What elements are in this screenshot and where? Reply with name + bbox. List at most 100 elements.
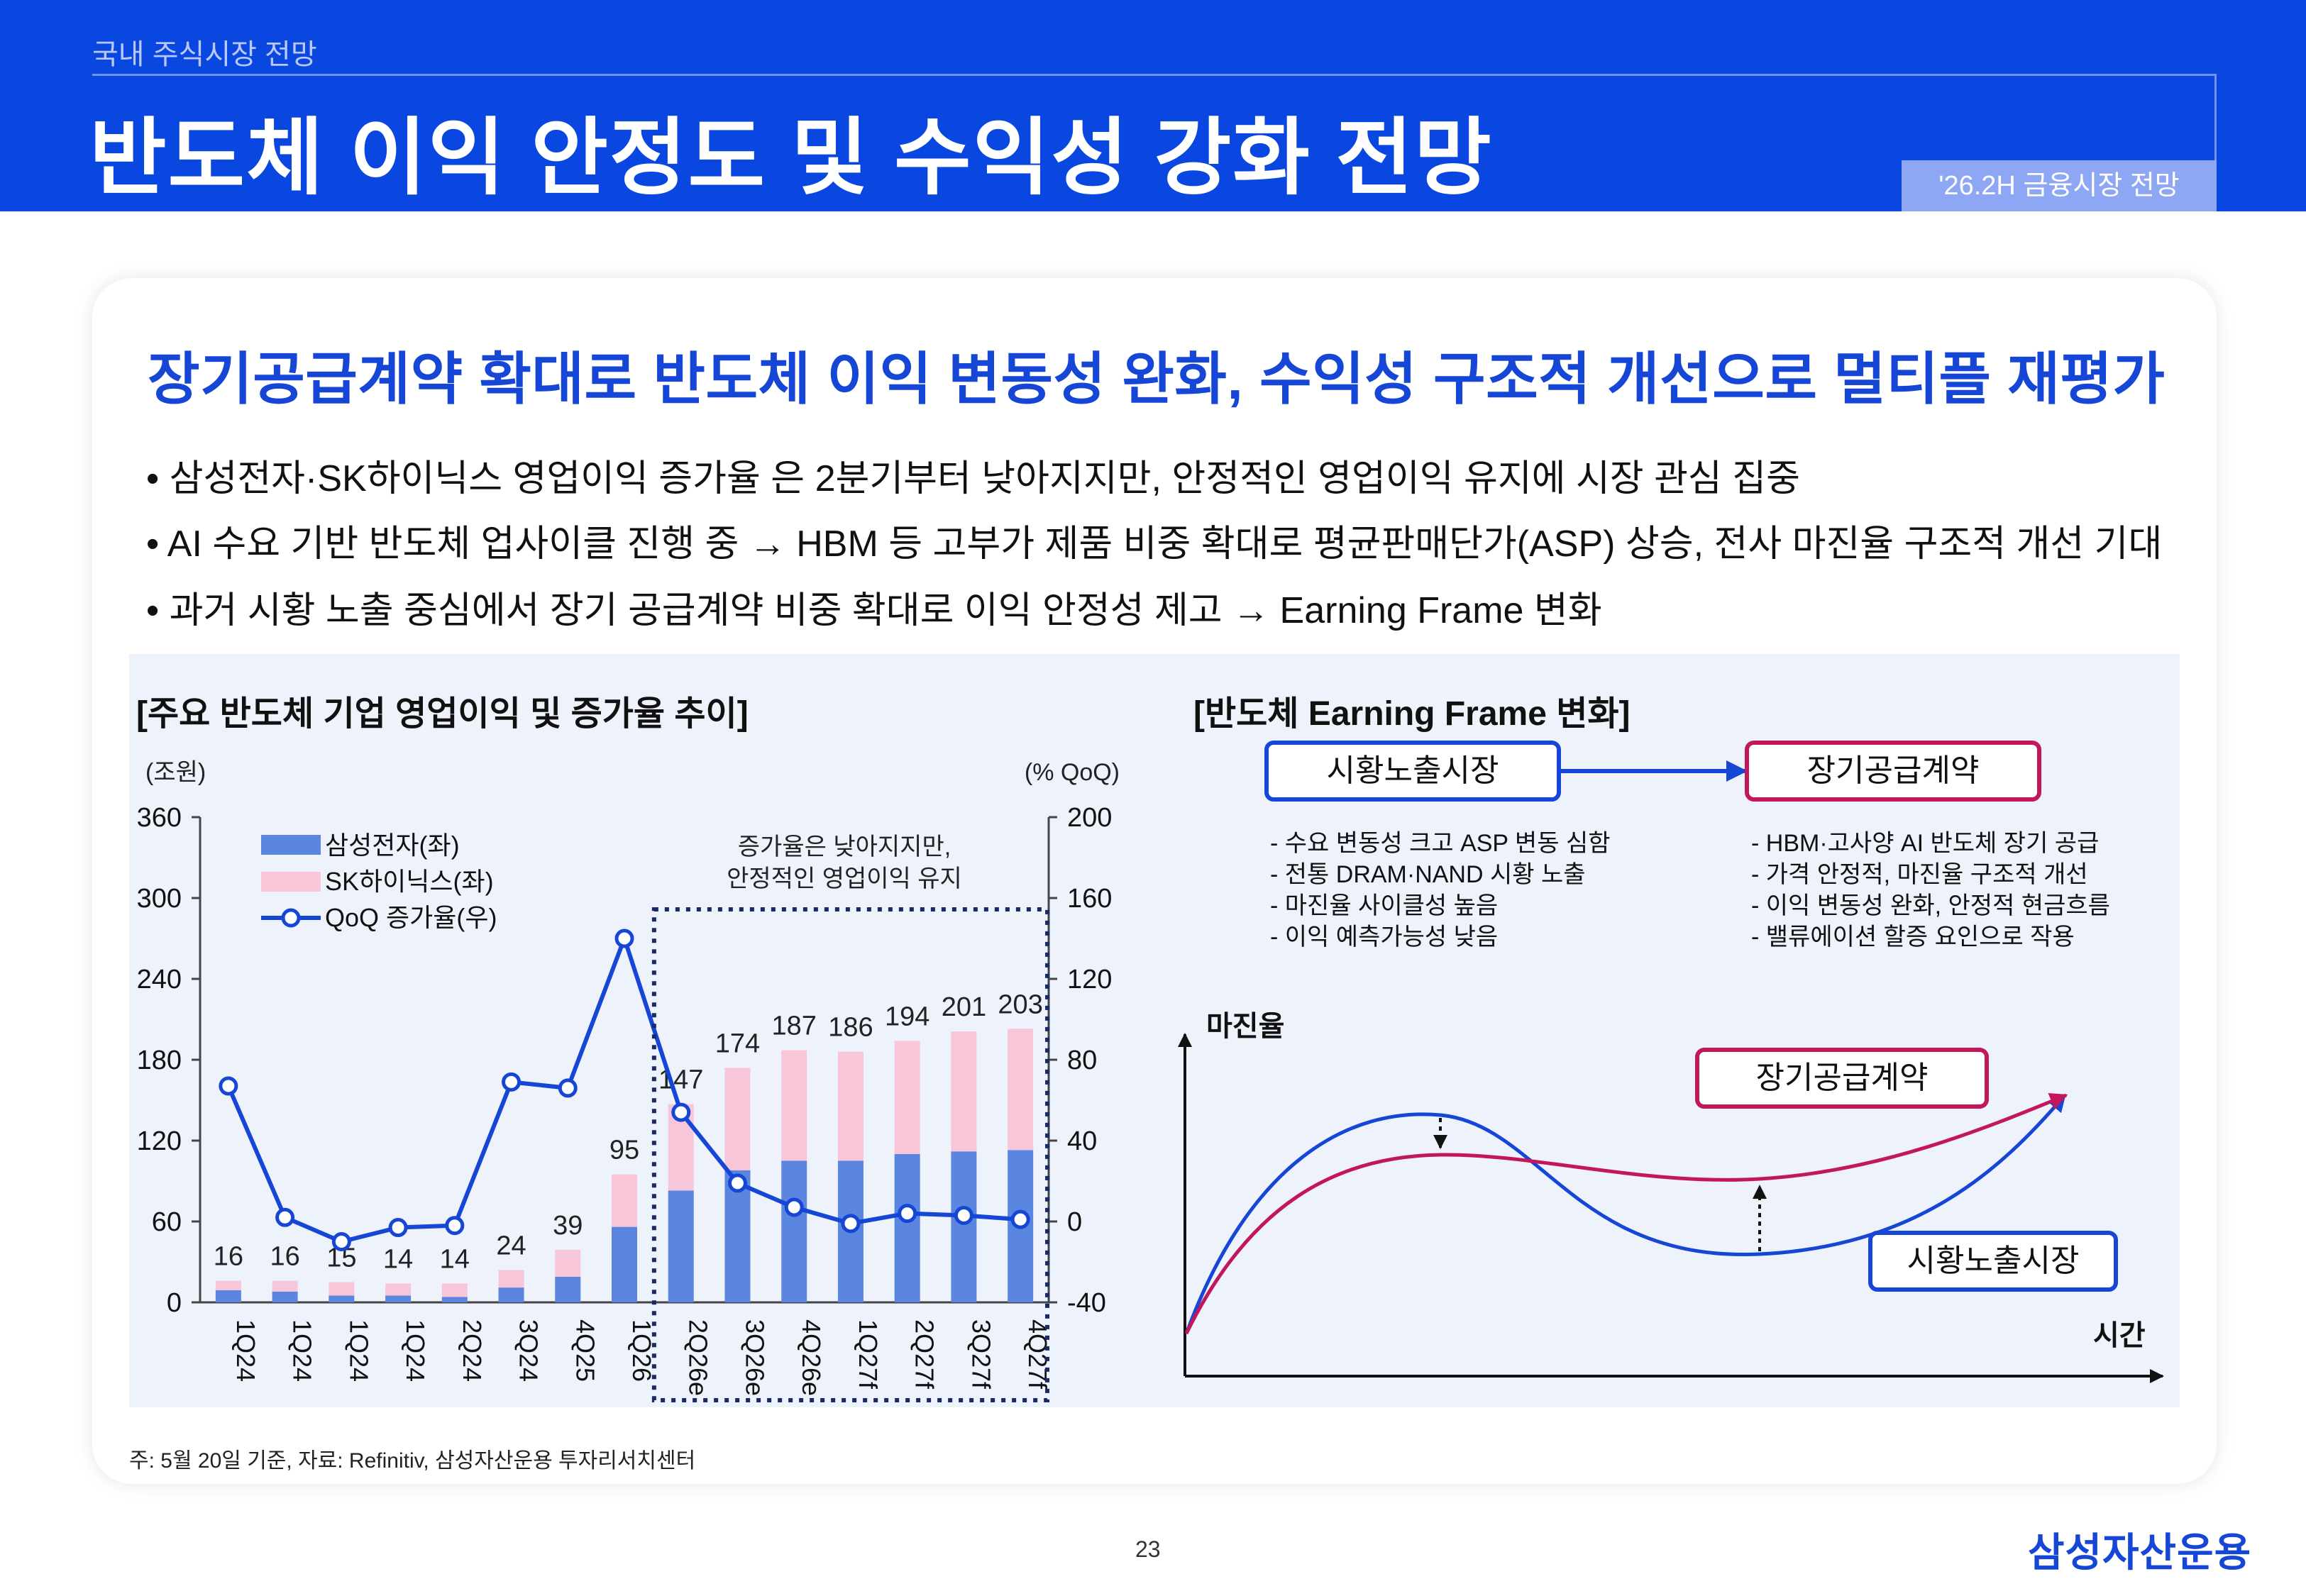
left-tick-label: 360 bbox=[137, 803, 182, 833]
page-number: 23 bbox=[1135, 1536, 1161, 1562]
x-tick-label: 4Q25 bbox=[570, 1319, 600, 1382]
qoq-point bbox=[502, 1072, 522, 1092]
bar-skhynix bbox=[272, 1280, 298, 1292]
x-tick-label: 1Q24 bbox=[401, 1319, 430, 1382]
header-divider-vertical bbox=[2214, 74, 2217, 162]
bar-skhynix bbox=[894, 1041, 920, 1154]
header-divider bbox=[92, 74, 2217, 76]
x-tick-label: 4Q27f bbox=[1023, 1319, 1052, 1390]
market-exposure-box-label: 시황노출시장 bbox=[1327, 753, 1499, 788]
total-label: 187 bbox=[771, 1012, 816, 1041]
x-tick-label: 1Q24 bbox=[344, 1319, 373, 1382]
x-tick-label: 2Q26e bbox=[684, 1319, 713, 1396]
bullet-1: • 삼성전자·SK하이닉스 영업이익 증가율 은 2분기부터 낮아지지만, 안정… bbox=[146, 458, 1800, 499]
bar-skhynix bbox=[951, 1031, 977, 1152]
bar-skhynix bbox=[329, 1282, 355, 1296]
market-curve-label: 시황노출시장 bbox=[1907, 1243, 2080, 1278]
bar-samsung bbox=[329, 1295, 355, 1302]
bar-samsung bbox=[668, 1190, 694, 1302]
left-tick-label: 180 bbox=[137, 1046, 182, 1075]
total-label: 186 bbox=[828, 1013, 873, 1043]
company-logo: 삼성자산운용 bbox=[2028, 1530, 2252, 1575]
breadcrumb: 국내 주식시장 전망 bbox=[92, 39, 317, 70]
x-tick-label: 1Q27f bbox=[854, 1319, 883, 1390]
left-tick-label: 300 bbox=[137, 884, 182, 914]
forecast-highlight-box bbox=[651, 907, 1049, 1402]
qoq-point bbox=[954, 1205, 973, 1225]
bullet-3: • 과거 시황 노출 중심에서 장기 공급계약 비중 확대로 이익 안정성 제고… bbox=[146, 590, 1602, 631]
legend-label-samsung: 삼성전자(좌) bbox=[325, 831, 460, 860]
annotation-line-1: 증가율은 낮아지지만, bbox=[738, 833, 951, 860]
x-tick-label: 3Q26e bbox=[740, 1319, 769, 1396]
market-item-2: - 전통 DRAM·NAND 시황 노출 bbox=[1270, 861, 1586, 888]
headline: 장기공급계약 확대로 반도체 이익 변동성 완화, 수익성 구조적 개선으로 멀… bbox=[148, 348, 2166, 411]
bar-samsung bbox=[385, 1295, 412, 1302]
left-tick-label: 240 bbox=[137, 965, 182, 994]
qoq-point bbox=[898, 1204, 917, 1224]
right-tick-label: 200 bbox=[1067, 803, 1112, 833]
annotation-line-2: 안정적인 영업이익 유지 bbox=[727, 865, 962, 892]
bar-skhynix bbox=[385, 1283, 412, 1296]
left-tick-label: 60 bbox=[152, 1207, 182, 1237]
market-item-4: - 이익 예측가능성 낮음 bbox=[1270, 924, 1498, 951]
right-tick-label: 40 bbox=[1067, 1126, 1097, 1156]
long-term-contract-curve bbox=[1184, 1092, 2068, 1335]
bar-samsung bbox=[612, 1226, 637, 1302]
right-tick-label: 120 bbox=[1067, 965, 1112, 994]
x-tick-label: 3Q24 bbox=[514, 1319, 544, 1382]
bar-samsung bbox=[498, 1287, 524, 1302]
total-label: 14 bbox=[383, 1244, 413, 1274]
contract-item-1: - HBM·고사양 AI 반도체 장기 공급 bbox=[1751, 830, 2099, 857]
total-label: 24 bbox=[496, 1231, 526, 1260]
qoq-point bbox=[275, 1207, 295, 1227]
source-note: 주: 5월 20일 기준, 자료: Refinitiv, 삼성자산운용 투자리서… bbox=[129, 1449, 696, 1473]
bar-skhynix bbox=[724, 1068, 751, 1170]
market-exposure-curve bbox=[1184, 1094, 2066, 1334]
bar-skhynix bbox=[555, 1249, 581, 1277]
x-tick-label: 1Q24 bbox=[288, 1319, 317, 1382]
bar-samsung bbox=[781, 1160, 807, 1302]
bar-skhynix bbox=[498, 1270, 524, 1288]
x-tick-label: 2Q27f bbox=[910, 1319, 939, 1390]
total-label: 203 bbox=[998, 990, 1042, 1019]
qoq-point bbox=[841, 1214, 861, 1234]
qoq-point bbox=[671, 1102, 691, 1122]
qoq-point bbox=[727, 1173, 747, 1193]
bar-skhynix bbox=[441, 1283, 468, 1297]
long-term-contract-box bbox=[1745, 741, 2041, 802]
bar-samsung bbox=[441, 1297, 468, 1302]
right-axis-unit: (% QoQ) bbox=[1025, 759, 1120, 786]
legend-marker-qoq bbox=[281, 908, 301, 928]
bar-skhynix bbox=[612, 1174, 637, 1227]
bar-samsung bbox=[951, 1151, 977, 1302]
bar-skhynix bbox=[781, 1050, 807, 1161]
x-tick-label: 1Q24 bbox=[231, 1319, 260, 1382]
total-label: 14 bbox=[440, 1244, 470, 1274]
right-tick-label: 0 bbox=[1067, 1207, 1082, 1237]
contract-curve-label: 장기공급계약 bbox=[1756, 1060, 1929, 1095]
left-tick-label: 120 bbox=[137, 1126, 182, 1156]
qoq-point bbox=[1010, 1209, 1030, 1229]
left-tick-label: 0 bbox=[167, 1288, 182, 1318]
contract-curve-label-box bbox=[1695, 1048, 1989, 1109]
x-tick-label: 1Q26 bbox=[627, 1319, 656, 1382]
total-label: 16 bbox=[270, 1242, 299, 1272]
right-tick-label: 80 bbox=[1067, 1046, 1097, 1075]
bar-skhynix bbox=[215, 1280, 241, 1290]
page-title: 반도체 이익 안정도 및 수익성 강화 전망 bbox=[89, 111, 1493, 205]
x-tick-label: 3Q27f bbox=[966, 1319, 995, 1390]
bar-samsung bbox=[894, 1154, 920, 1302]
qoq-point bbox=[445, 1216, 465, 1236]
qoq-point bbox=[219, 1076, 238, 1096]
total-label: 39 bbox=[553, 1211, 583, 1241]
margin-axis-label: 마진율 bbox=[1206, 1011, 1284, 1042]
legend-label-skhynix: SK하이닉스(좌) bbox=[325, 867, 494, 896]
time-axis-label: 시간 bbox=[2093, 1320, 2146, 1351]
qoq-point bbox=[331, 1232, 351, 1251]
bar-skhynix bbox=[837, 1051, 864, 1161]
right-tick-label: -40 bbox=[1067, 1288, 1106, 1318]
contract-item-3: - 이익 변동성 완화, 안정적 현금흐름 bbox=[1751, 892, 2110, 919]
qoq-point bbox=[388, 1218, 408, 1238]
bar-samsung bbox=[555, 1276, 581, 1302]
